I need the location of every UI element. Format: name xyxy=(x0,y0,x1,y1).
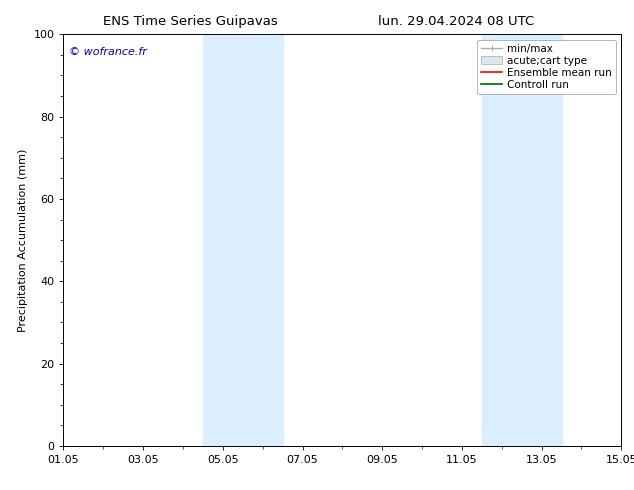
Text: © wofrance.fr: © wofrance.fr xyxy=(69,47,147,57)
Text: lun. 29.04.2024 08 UTC: lun. 29.04.2024 08 UTC xyxy=(378,15,534,28)
Y-axis label: Precipitation Accumulation (mm): Precipitation Accumulation (mm) xyxy=(18,148,28,332)
Text: ENS Time Series Guipavas: ENS Time Series Guipavas xyxy=(103,15,278,28)
Legend: min/max, acute;cart type, Ensemble mean run, Controll run: min/max, acute;cart type, Ensemble mean … xyxy=(477,40,616,94)
Bar xyxy=(203,34,283,446)
Bar xyxy=(482,34,562,446)
